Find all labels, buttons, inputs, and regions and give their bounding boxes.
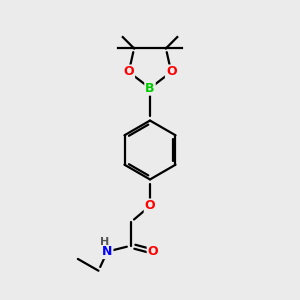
- Text: O: O: [148, 245, 158, 258]
- Text: O: O: [124, 65, 134, 79]
- Text: B: B: [145, 82, 155, 95]
- Text: N: N: [102, 245, 112, 258]
- Text: H: H: [100, 237, 109, 247]
- Text: O: O: [145, 200, 155, 212]
- Text: O: O: [166, 65, 176, 79]
